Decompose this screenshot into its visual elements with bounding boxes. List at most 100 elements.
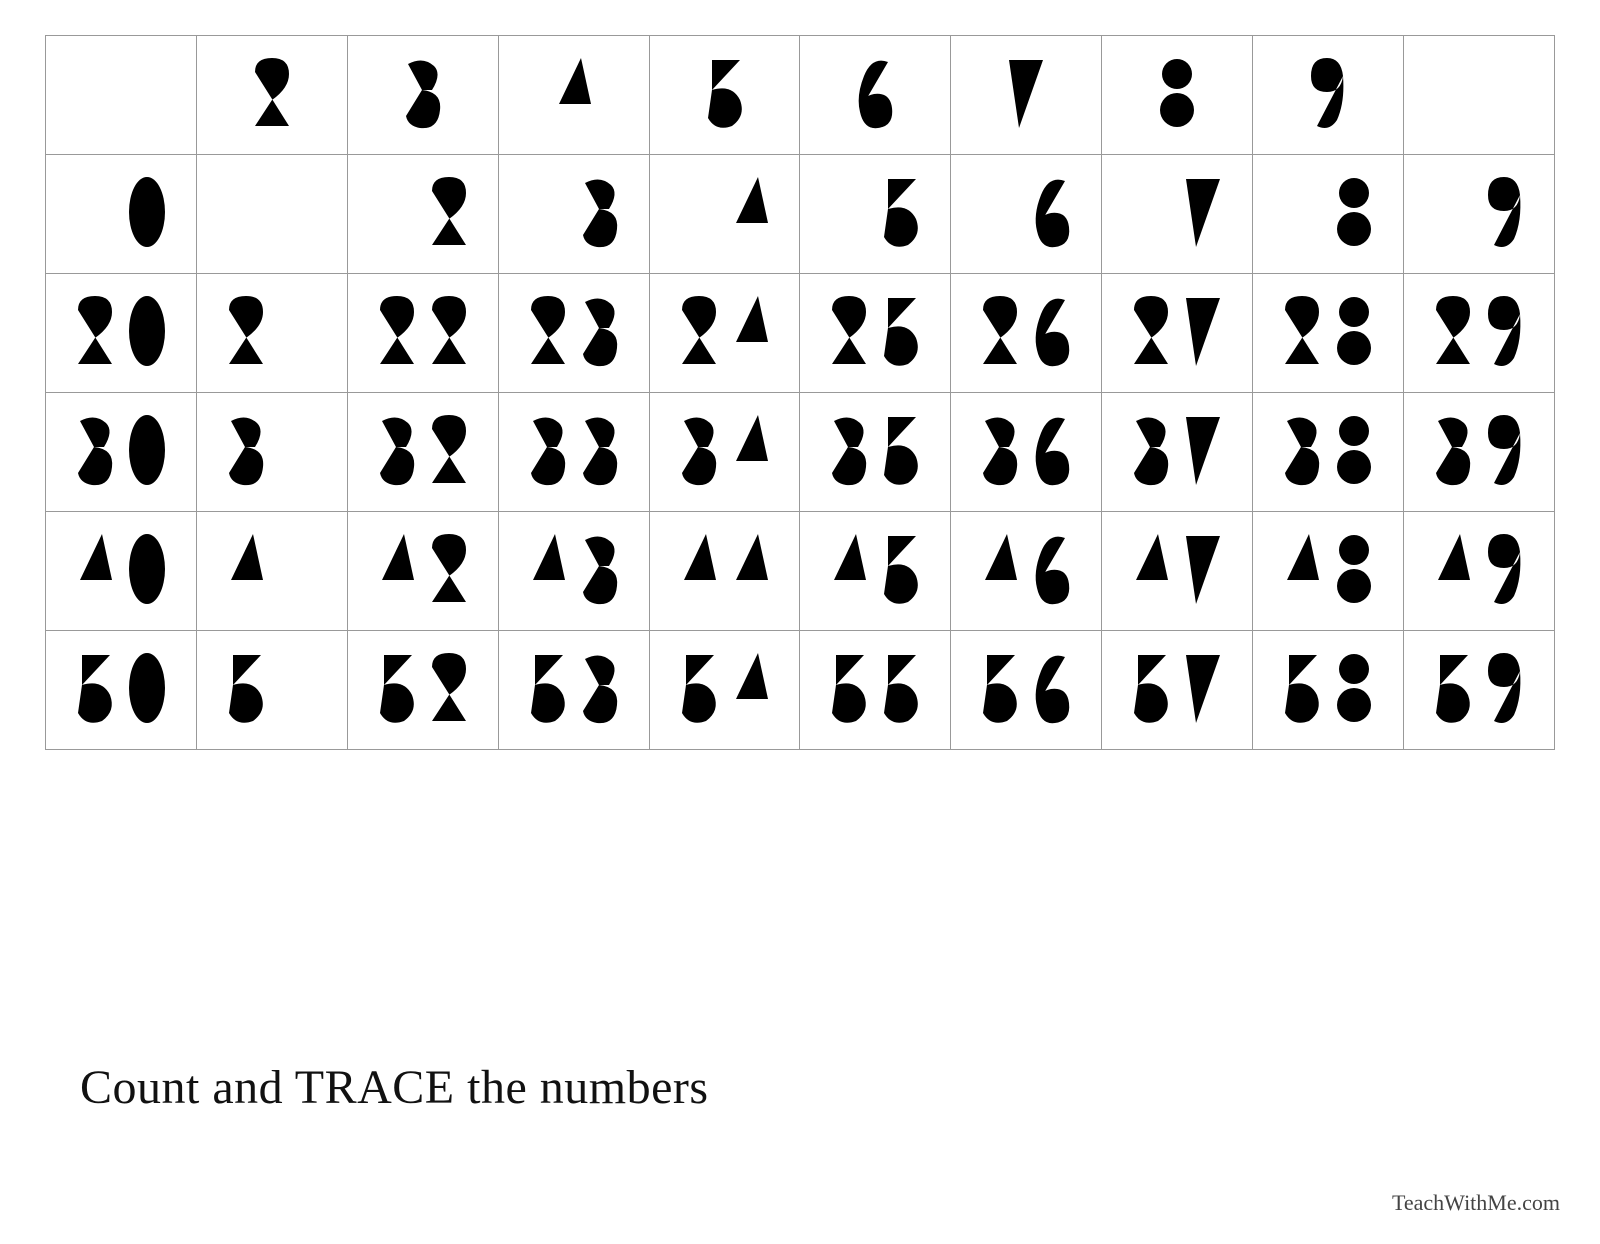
trace-cell xyxy=(46,631,197,750)
trace-cell xyxy=(347,274,498,393)
traceable-number xyxy=(826,407,924,493)
traceable-number xyxy=(249,50,295,136)
traceable-number xyxy=(852,50,898,136)
trace-cell xyxy=(46,36,197,155)
traceable-number xyxy=(72,407,170,493)
trace-cell xyxy=(800,155,951,274)
traceable-number xyxy=(374,526,472,612)
trace-cell xyxy=(1253,512,1404,631)
trace-cell xyxy=(800,512,951,631)
traceable-number xyxy=(977,407,1075,493)
traceable-number xyxy=(702,50,748,136)
trace-cell xyxy=(1102,274,1253,393)
trace-cell xyxy=(498,512,649,631)
traceable-number xyxy=(1128,645,1226,731)
trace-cell xyxy=(800,631,951,750)
table-row xyxy=(46,274,1555,393)
trace-cell xyxy=(347,631,498,750)
traceable-number xyxy=(826,645,924,731)
traceable-number xyxy=(223,407,321,493)
instruction-text: Count and TRACE the numbers xyxy=(80,1060,709,1115)
trace-cell xyxy=(347,155,498,274)
traceable-number xyxy=(223,645,321,731)
trace-cell xyxy=(649,393,800,512)
trace-cell xyxy=(1404,36,1555,155)
table-row xyxy=(46,393,1555,512)
traceable-number xyxy=(400,50,446,136)
trace-cell xyxy=(196,631,347,750)
traceable-number xyxy=(223,288,321,374)
table-row xyxy=(46,631,1555,750)
traceable-number xyxy=(1279,288,1377,374)
traceable-number xyxy=(72,526,170,612)
trace-cell xyxy=(46,155,197,274)
trace-cell xyxy=(46,512,197,631)
trace-cell xyxy=(196,36,347,155)
traceable-number xyxy=(1430,526,1528,612)
traceable-number xyxy=(1279,407,1377,493)
trace-cell xyxy=(649,36,800,155)
trace-cell xyxy=(196,274,347,393)
trace-cell xyxy=(1253,36,1404,155)
traceable-number xyxy=(525,407,623,493)
traceable-number xyxy=(1003,50,1049,136)
traceable-number xyxy=(1128,526,1226,612)
traceable-number xyxy=(977,288,1075,374)
traceable-number xyxy=(551,50,597,136)
trace-cell xyxy=(1404,512,1555,631)
traceable-number xyxy=(1430,288,1528,374)
traceable-number xyxy=(1128,169,1226,255)
trace-cell xyxy=(1102,155,1253,274)
table-row xyxy=(46,155,1555,274)
trace-cell xyxy=(196,155,347,274)
trace-cell xyxy=(1404,155,1555,274)
traceable-number xyxy=(72,169,170,255)
traceable-number xyxy=(1128,288,1226,374)
traceable-number xyxy=(525,169,623,255)
trace-cell xyxy=(649,631,800,750)
traceable-number xyxy=(525,288,623,374)
traceable-number xyxy=(98,50,144,136)
traceable-number xyxy=(374,645,472,731)
traceable-number xyxy=(676,407,774,493)
trace-cell xyxy=(951,36,1102,155)
trace-cell xyxy=(196,393,347,512)
traceable-number xyxy=(1279,526,1377,612)
trace-cell xyxy=(1253,155,1404,274)
traceable-number xyxy=(1430,169,1528,255)
credit-text: TeachWithMe.com xyxy=(1392,1190,1560,1216)
traceable-number xyxy=(374,169,472,255)
traceable-number xyxy=(676,288,774,374)
traceable-number xyxy=(1430,407,1528,493)
trace-cell xyxy=(649,512,800,631)
traceable-number xyxy=(977,169,1075,255)
trace-cell xyxy=(347,36,498,155)
traceable-number xyxy=(72,288,170,374)
worksheet-container xyxy=(45,35,1555,750)
trace-cell xyxy=(1253,274,1404,393)
trace-cell xyxy=(498,631,649,750)
trace-cell xyxy=(649,274,800,393)
traceable-number xyxy=(1279,645,1377,731)
trace-cell xyxy=(1404,393,1555,512)
trace-cell xyxy=(498,36,649,155)
traceable-number xyxy=(525,645,623,731)
traceable-number xyxy=(676,526,774,612)
traceable-number xyxy=(223,169,321,255)
trace-cell xyxy=(951,512,1102,631)
trace-cell xyxy=(498,393,649,512)
traceable-number xyxy=(676,645,774,731)
trace-cell xyxy=(347,393,498,512)
traceable-number xyxy=(72,645,170,731)
traceable-number xyxy=(977,645,1075,731)
trace-cell xyxy=(1253,631,1404,750)
trace-cell xyxy=(800,36,951,155)
trace-cell xyxy=(649,155,800,274)
traceable-number xyxy=(676,169,774,255)
traceable-number xyxy=(1430,645,1528,731)
trace-cell xyxy=(1253,393,1404,512)
trace-cell xyxy=(1404,631,1555,750)
traceable-number xyxy=(1154,50,1200,136)
trace-cell xyxy=(1102,36,1253,155)
trace-number-grid xyxy=(45,35,1555,750)
